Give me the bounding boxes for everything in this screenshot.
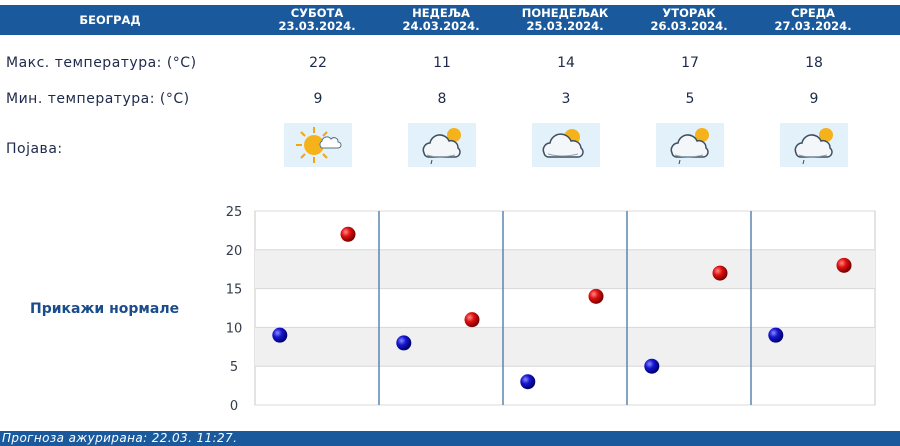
y-tick-label: 0 — [230, 399, 238, 414]
show-normals-link[interactable]: Прикажи нормале — [30, 301, 180, 317]
forecast-updated-text: Прогноза ажурирана: 22.03. 11:27. — [2, 431, 238, 445]
forecast-updated-footer: Прогноза ажурирана: 22.03. 11:27. — [0, 431, 900, 446]
max-temperature-marker — [340, 226, 356, 242]
min-temperature-marker — [520, 374, 536, 390]
day-header: УТОРАК 26.03.2024. — [627, 5, 751, 37]
cloud-sun-rain-icon — [656, 123, 724, 167]
max-temperature-value: 22 — [309, 55, 327, 71]
grid-band — [255, 249, 875, 289]
min-temperature-value: 3 — [561, 91, 571, 107]
max-temperature-marker — [464, 312, 480, 328]
min-temperature-marker — [644, 358, 660, 374]
sun-cloud-icon — [284, 123, 352, 167]
day-name: УТОРАК — [662, 6, 716, 20]
day-date: 25.03.2024. — [526, 19, 604, 33]
max-temperature-marker — [836, 257, 852, 273]
max-temperature-marker — [712, 265, 728, 281]
max-temperature-value: 14 — [557, 55, 575, 71]
phenomenon-label: Појава: — [6, 141, 63, 157]
min-temperature-row: Мин. температура: (°C) 9 8 3 5 9 — [0, 87, 900, 111]
day-name: СРЕДА — [791, 6, 835, 20]
day-header: СУБОТА 23.03.2024. — [255, 5, 379, 37]
max-temperature-row: Макс. температура: (°C) 22 11 14 17 18 — [0, 51, 900, 75]
day-name: ПОНЕДЕЉАК — [521, 6, 609, 20]
plot-area — [254, 210, 876, 406]
cloud-sun-rain-icon — [780, 123, 848, 167]
day-header: ПОНЕДЕЉАК 25.03.2024. — [503, 5, 627, 37]
min-temperature-value: 9 — [809, 91, 819, 107]
max-temperature-label: Макс. температура: (°C) — [6, 55, 197, 71]
min-temperature-marker — [272, 327, 288, 343]
city-name: БЕОГРАД — [79, 13, 141, 27]
min-temperature-marker — [768, 327, 784, 343]
y-tick-label: 5 — [230, 360, 238, 375]
day-name: СУБОТА — [290, 6, 344, 20]
day-date: 27.03.2024. — [774, 19, 852, 33]
day-date: 24.03.2024. — [402, 19, 480, 33]
day-date: 23.03.2024. — [278, 19, 356, 33]
min-temperature-value: 9 — [313, 91, 323, 107]
phenomenon-row: Појава: — [0, 137, 900, 161]
cloud-sun-icon — [532, 123, 600, 167]
min-temperature-value: 8 — [437, 91, 447, 107]
max-temperature-value: 11 — [433, 55, 451, 71]
y-tick-label: 25 — [226, 205, 243, 220]
day-header: НЕДЕЉА 24.03.2024. — [379, 5, 503, 37]
forecast-header: БЕОГРАД СУБОТА 23.03.2024. НЕДЕЉА 24.03.… — [0, 5, 900, 35]
max-temperature-value: 18 — [805, 55, 823, 71]
temperature-chart: 0 5 10 15 20 25 — [226, 205, 876, 414]
day-name: НЕДЕЉА — [412, 6, 470, 20]
day-header: СРЕДА 27.03.2024. — [751, 5, 875, 37]
cloud-sun-rain-icon — [408, 123, 476, 167]
max-temperature-marker — [588, 288, 604, 304]
y-tick-label: 15 — [226, 283, 243, 298]
day-date: 26.03.2024. — [650, 19, 728, 33]
min-temperature-label: Мин. температура: (°C) — [6, 91, 190, 107]
min-temperature-value: 5 — [685, 91, 695, 107]
y-tick-label: 10 — [226, 321, 243, 336]
y-tick-label: 20 — [226, 244, 243, 259]
max-temperature-value: 17 — [681, 55, 699, 71]
min-temperature-marker — [396, 335, 412, 351]
